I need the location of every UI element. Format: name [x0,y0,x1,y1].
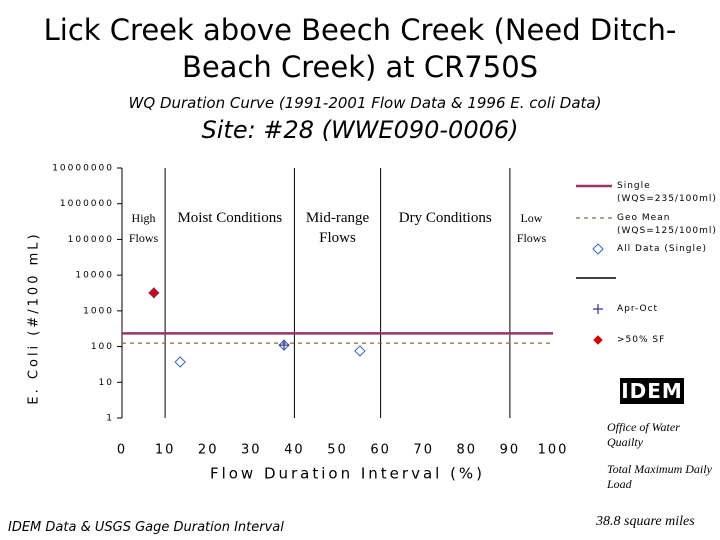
y-tick-label: 1000 [83,306,114,316]
logo: IDEM [620,378,684,404]
legend-label: Single (WQS=235/100ml) [617,181,717,204]
legend-label: Apr-Oct [617,304,659,314]
chart-subtitle: WQ Duration Curve (1991-2001 Flow Data &… [128,94,602,112]
legend-marker [593,335,603,345]
y-tick-label: 10000000 [52,164,114,174]
legend-label: All Data (Single) [617,244,708,254]
x-tick-label: 40 [284,443,305,458]
area: 38.8 square miles [596,514,695,529]
x-tick-label: 10 [155,443,176,458]
diamond-marker [149,288,159,298]
zone-label: High Flows [128,211,159,245]
legend-label: Geo Mean (WQS=125/100ml) [617,213,717,236]
diamond-marker [354,345,366,357]
zone-label: Low Flows [516,211,547,245]
plus-marker [279,340,290,351]
x-tick-label: 100 [538,443,569,458]
zone-label: Dry Conditions [398,210,492,226]
site-label: Site: #28 (WWE090-0006) [201,116,519,144]
zone-label: Mid-range Flows [305,210,370,246]
y-tick-label: 10000 [75,271,114,281]
chart-title: Lick Creek above Beech Creek (Need Ditch… [43,13,677,84]
x-tick-label: 60 [370,443,391,458]
y-tick-label: 100000 [68,235,114,245]
zone-label: Moist Conditions [177,210,283,226]
x-tick-label: 70 [413,443,434,458]
x-tick-label: 90 [500,443,521,458]
x-tick-label: 30 [241,443,262,458]
y-axis-label: E. Coli (#/100 mL) [27,231,42,404]
x-tick-label: 80 [457,443,478,458]
note: Total Maximum Daily Load [607,462,712,491]
x-tick-label: 50 [327,443,348,458]
x-axis-label: Flow Duration Interval (%) [210,465,485,483]
y-tick-label: 10 [99,378,114,388]
legend-marker [592,243,604,255]
y-tick-label: 1000000 [60,199,114,209]
x-tick-label: 20 [198,443,219,458]
legend-marker [593,304,603,314]
x-tick-label: 0 [117,443,127,458]
legend-label: >50% SF [617,335,666,345]
y-tick-label: 1 [106,414,114,424]
y-tick-label: 100 [91,342,114,352]
diamond-marker [174,356,186,368]
source: IDEM Data & USGS Gage Duration Interval [8,520,284,535]
note: Office of Water Quailty [607,420,680,449]
